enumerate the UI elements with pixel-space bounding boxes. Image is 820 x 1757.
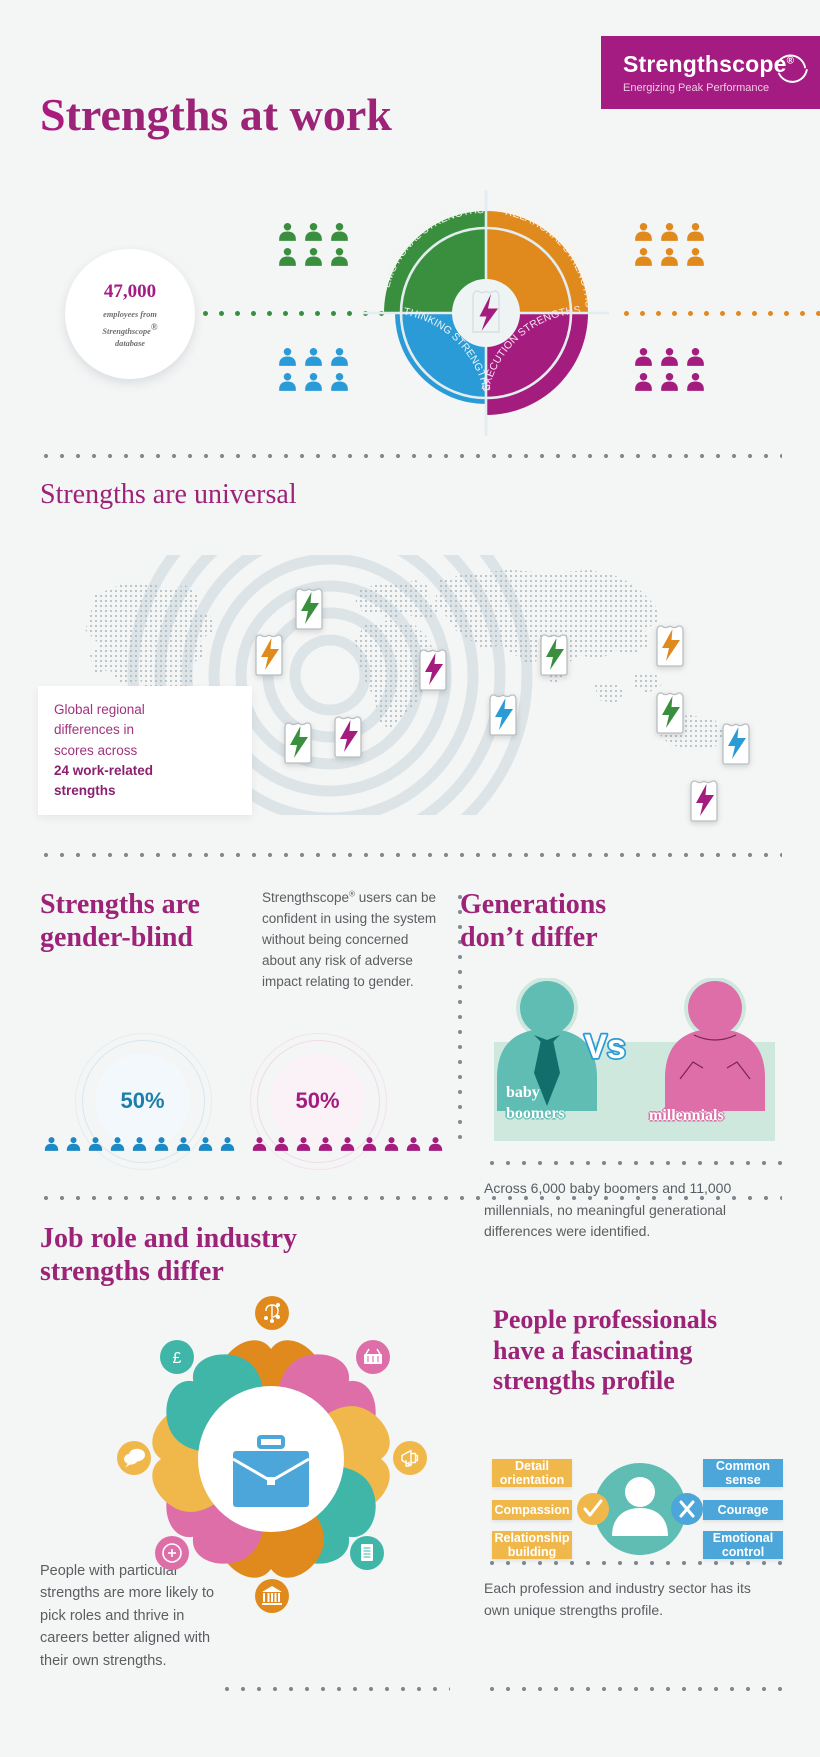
svg-text:Vs: Vs — [584, 1028, 626, 1066]
svg-text:£: £ — [173, 1350, 182, 1367]
